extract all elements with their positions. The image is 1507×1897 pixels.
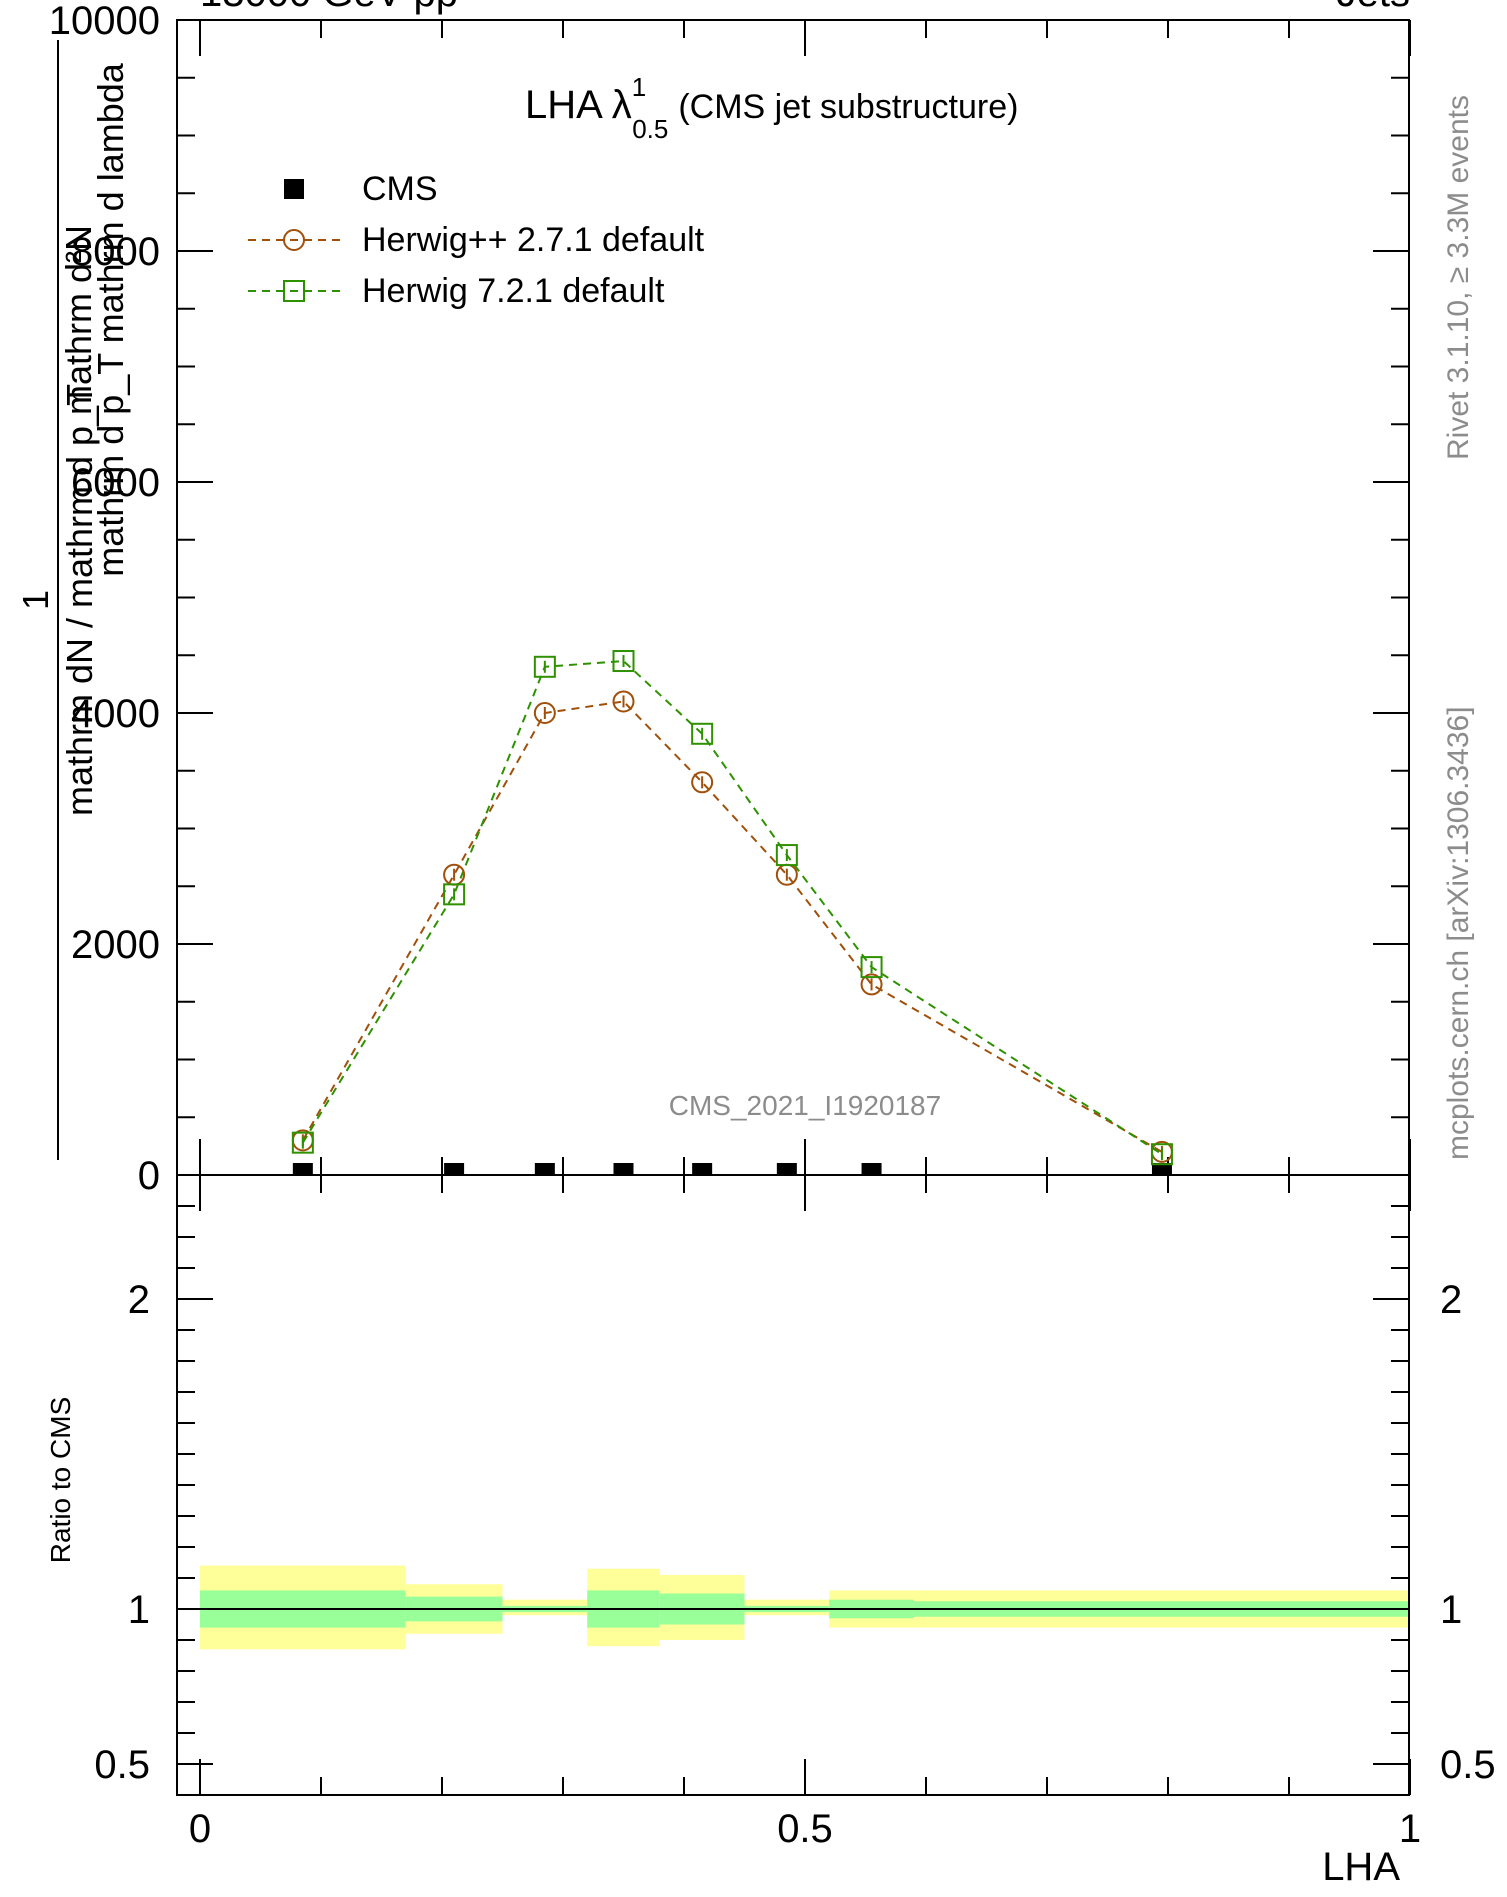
axis-ticks xyxy=(177,19,1411,1795)
y-axis-label: 1 mathrm dN / mathrm d p_T xyxy=(15,40,100,1160)
y-tick-label: 8000 xyxy=(71,230,160,274)
ratio-y-tick-label-left: 0.5 xyxy=(94,1743,150,1787)
herwig7-point xyxy=(691,722,714,745)
cms-point xyxy=(776,1163,797,1175)
cms-point xyxy=(861,1163,882,1175)
herwig7-point xyxy=(775,844,798,867)
series-markers xyxy=(291,650,1173,1175)
legend-herwigpp-label: Herwig++ 2.7.1 default xyxy=(362,221,705,259)
ratio-y-tick-label-right: 1 xyxy=(1440,1588,1462,1632)
ratio-y-tick-label-right: 2 xyxy=(1440,1278,1462,1322)
cms-point xyxy=(1151,1163,1172,1175)
header-right: Jets xyxy=(1337,0,1410,15)
y-label-numer: 1 xyxy=(15,590,56,610)
ratio-bands xyxy=(200,1565,1410,1650)
title-main: LHA λ xyxy=(525,83,632,127)
analysis-watermark: CMS_2021_I1920187 xyxy=(669,1090,941,1121)
y-tick-label: 4000 xyxy=(71,692,160,736)
herwigpp-point xyxy=(860,973,883,996)
x-tick-label: 1 xyxy=(1399,1807,1421,1851)
herwig7-point xyxy=(860,956,883,979)
header-left: 13000 GeV pp xyxy=(200,0,458,15)
ratio-y-label: Ratio to CMS xyxy=(45,1397,76,1564)
legend-cms-marker xyxy=(284,179,304,199)
herwig7-point xyxy=(291,1131,314,1154)
y-tick-label: 0 xyxy=(138,1154,160,1198)
y-label-rest-denom: mathrm d p_T mathrm d lambda xyxy=(90,62,131,577)
y-tick-label: 10000 xyxy=(49,0,160,43)
legend-herwigpp-marker xyxy=(283,229,305,251)
legend-herwig7-marker xyxy=(283,280,305,302)
ratio-y-tick-label-left: 1 xyxy=(128,1588,150,1632)
legend-cms-label: CMS xyxy=(362,170,438,208)
x-tick-label: 0 xyxy=(189,1807,211,1851)
legend-herwig7-label: Herwig 7.2.1 default xyxy=(362,272,665,310)
title-rest: (CMS jet substructure) xyxy=(678,88,1018,126)
y-axis-label-second-fraction: mathrm d²N mathrm d p_T mathrm d lambda xyxy=(58,62,131,577)
series-lines xyxy=(301,659,1163,1156)
cms-point xyxy=(613,1163,634,1175)
rivet-version-label: Rivet 3.1.10, ≥ 3.3M events xyxy=(1442,95,1475,460)
title-superscript: 1 xyxy=(632,72,646,102)
ratio-y-tick-label-left: 2 xyxy=(128,1278,150,1322)
series-line-2 xyxy=(301,659,1163,1156)
x-tick-label: 0.5 xyxy=(777,1807,833,1851)
legend: CMS Herwig++ 2.7.1 default Herwig 7.2.1 … xyxy=(248,170,705,310)
y-tick-label: 2000 xyxy=(71,923,160,967)
cms-point xyxy=(534,1163,555,1175)
x-axis-label: LHA xyxy=(1322,1845,1400,1889)
cms-point xyxy=(692,1163,713,1175)
herwig7-point xyxy=(443,883,466,906)
y-tick-label: 6000 xyxy=(71,461,160,505)
herwig7-point xyxy=(1150,1143,1173,1166)
y-label-denom: mathrm dN / mathrm d p_T xyxy=(59,384,100,816)
y-label-rest-numer: mathrm d²N xyxy=(58,225,99,415)
cms-point xyxy=(444,1163,465,1175)
title-subscript: 0.5 xyxy=(632,114,668,144)
axis-tick-labels: 0 2000 4000 6000 8000 10000 0 0.5 1 0.5 0.5 1 1 2 2 xyxy=(49,0,1496,1851)
herwigpp-point xyxy=(691,771,714,794)
ratio-y-tick-label-right: 0.5 xyxy=(1440,1743,1496,1787)
herwigpp-point xyxy=(612,690,635,713)
herwigpp-point xyxy=(533,702,556,724)
chart-title: LHA λ1 0.5 (CMS jet substructure) xyxy=(525,72,1018,144)
herwig7-point xyxy=(533,655,556,678)
cms-point xyxy=(292,1163,313,1175)
series-line-1 xyxy=(301,700,1163,1153)
mcplots-label: mcplots.cern.ch [arXiv:1306.3436] xyxy=(1442,706,1475,1160)
ratio-panel-frame xyxy=(176,1174,1410,1796)
herwig7-point xyxy=(612,650,635,673)
